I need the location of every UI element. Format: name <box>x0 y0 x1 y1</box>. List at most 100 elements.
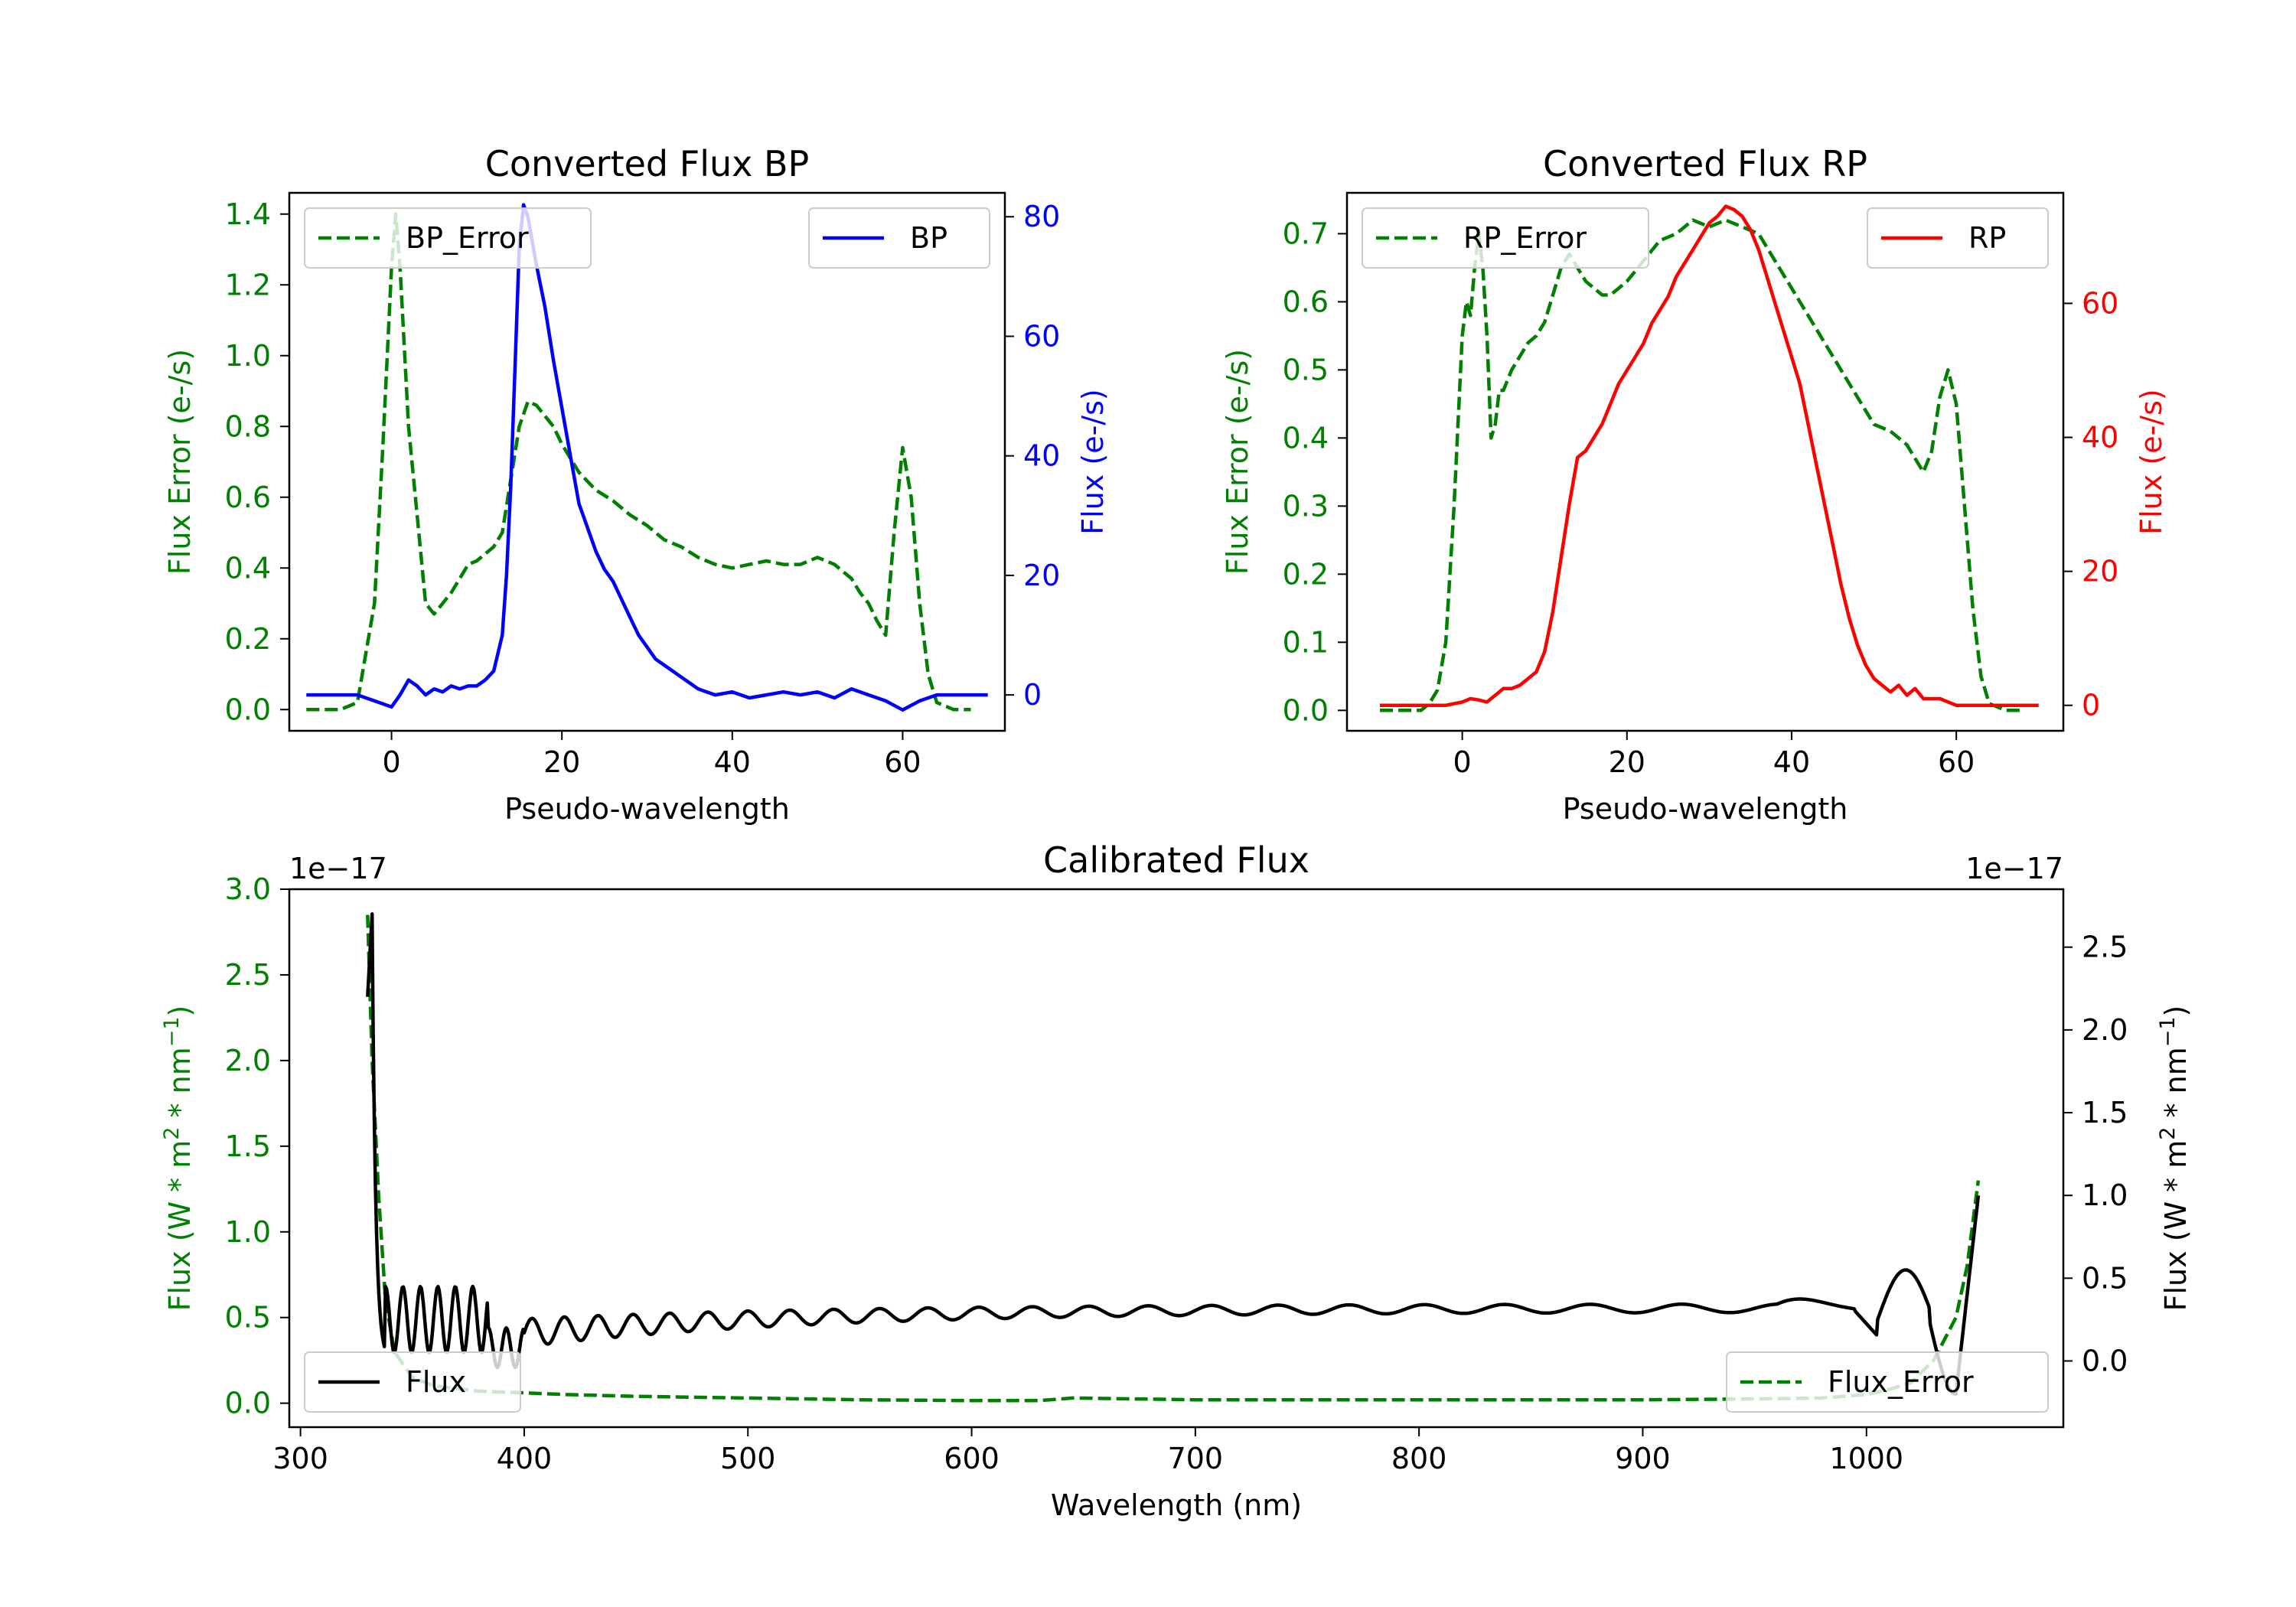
legend-frame <box>1726 1351 2049 1413</box>
right-y-tick-label: 20 <box>2082 555 2118 588</box>
panel-converted-flux-bp: 0 20 40 60 Pseudo-wavelength 0.0 0.2 0.4 0.6 0.8 1… <box>163 143 1110 826</box>
ylabel-segment: ) <box>2159 1006 2193 1017</box>
right-y-axis-label: Flux (e-/s) <box>2135 389 2168 534</box>
right-y-axis-label: Flux (e-/s) <box>1076 389 1110 534</box>
left-y-tick-label: 1.2 <box>225 268 271 302</box>
x-tick-label: 0 <box>382 745 400 779</box>
legend-frame <box>304 207 592 269</box>
ylabel-segment: * nm <box>163 1047 197 1126</box>
x-tick-label: 400 <box>497 1442 553 1475</box>
right-offset-label: 1e−17 <box>1965 852 2063 885</box>
right-y-tick-label: 60 <box>2082 286 2118 320</box>
ylabel-superscript: −1 <box>160 1016 184 1047</box>
left-y-tick-label: 0.0 <box>225 693 271 726</box>
right-y-tick-label: 2.5 <box>2082 931 2128 964</box>
x-tick-label: 60 <box>1938 745 1975 779</box>
right-y-tick-label: 1.0 <box>2082 1178 2128 1212</box>
right-y-tick-label: 40 <box>1023 439 1060 473</box>
chart-title: Converted Flux RP <box>1543 143 1867 184</box>
right-y-axis-label: Flux (W * m2 * nm−1) <box>2156 1006 2193 1312</box>
left-y-tick-label: 1.5 <box>225 1129 271 1163</box>
x-tick-label: 1000 <box>1829 1442 1903 1475</box>
right-y-tick-label: 40 <box>2082 421 2118 455</box>
left-y-tick-label: 2.5 <box>225 958 271 992</box>
left-offset-label: 1e−17 <box>289 852 387 885</box>
right-y-tick-label: 1.5 <box>2082 1096 2128 1129</box>
series-line-flux <box>366 912 1981 1396</box>
ylabel-segment: Flux (W * m <box>2159 1140 2193 1312</box>
converted-flux-bp-legend-bp: BP <box>808 207 990 269</box>
x-tick-label: 40 <box>1773 745 1810 779</box>
legend-label: Flux <box>406 1365 466 1399</box>
left-y-axis-label: Flux Error (e-/s) <box>163 349 197 575</box>
ylabel-segment: ) <box>163 1006 197 1017</box>
panel-converted-flux-rp: 0 20 40 60 Pseudo-wavelength 0.0 0.1 0.2 0.3 0.4 0… <box>1221 143 2168 826</box>
x-axis-label: Pseudo-wavelength <box>1563 792 1848 826</box>
x-axis-label: Wavelength (nm) <box>1051 1488 1302 1522</box>
x-tick-label: 700 <box>1168 1442 1224 1475</box>
left-y-tick-label: 0.5 <box>1283 353 1329 386</box>
axes-frame <box>288 888 2065 1429</box>
ylabel-superscript: 2 <box>2156 1127 2180 1140</box>
left-y-tick-label: 1.4 <box>225 197 271 231</box>
x-tick-label: 500 <box>720 1442 776 1475</box>
x-tick-label: 20 <box>543 745 580 779</box>
ylabel-superscript: 2 <box>160 1127 184 1140</box>
left-y-tick-label: 0.6 <box>1283 285 1329 318</box>
left-y-tick-label: 0.1 <box>1283 625 1329 659</box>
converted-flux-rp-legend-rp: RP <box>1867 207 2049 269</box>
legend-frame <box>304 1351 521 1413</box>
right-y-tick-label: 0.0 <box>2082 1344 2128 1377</box>
legend-frame <box>808 207 990 269</box>
x-tick-label: 40 <box>714 745 751 779</box>
left-y-tick-label: 0.2 <box>225 622 271 656</box>
left-y-axis-label: Flux Error (e-/s) <box>1221 349 1254 575</box>
legend-frame <box>1362 207 1649 269</box>
x-tick-label: 0 <box>1453 745 1472 779</box>
panel-calibrated-flux: 300 400 500 600 700 800 900 1000 Wavelength (nm)… <box>160 839 2193 1522</box>
left-y-tick-label: 2.0 <box>225 1044 271 1077</box>
left-y-tick-label: 0.0 <box>1283 693 1329 727</box>
right-y-tick-label: 60 <box>1023 319 1060 353</box>
x-tick-label: 300 <box>272 1442 328 1475</box>
ylabel-segment: Flux (W * m <box>163 1140 197 1312</box>
x-axis-label: Pseudo-wavelength <box>504 792 790 826</box>
right-y-tick-label: 0.5 <box>2082 1261 2128 1295</box>
right-y-tick-label: 0 <box>1023 678 1042 712</box>
right-y-tick-label: 2.0 <box>2082 1013 2128 1047</box>
x-tick-label: 600 <box>944 1442 1000 1475</box>
chart-title: Calibrated Flux <box>1043 839 1309 881</box>
left-y-tick-label: 1.0 <box>225 1215 271 1249</box>
x-tick-label: 800 <box>1391 1442 1447 1475</box>
left-y-tick-label: 0.3 <box>1283 489 1329 523</box>
x-tick-label: 60 <box>884 745 921 779</box>
series-line-bp <box>306 203 988 712</box>
calibrated-flux-legend-flux-error: Flux_Error <box>1726 1351 2049 1413</box>
x-tick-label: 20 <box>1609 745 1645 779</box>
left-y-tick-label: 3.0 <box>225 872 271 906</box>
right-y-tick-label: 0 <box>2082 689 2100 722</box>
series-line-bp-error <box>306 212 971 712</box>
legend-label: RP <box>1968 221 2006 255</box>
series-line-rp <box>1380 204 2039 707</box>
left-y-tick-label: 0.8 <box>225 409 271 443</box>
left-y-tick-label: 0.4 <box>1283 421 1329 455</box>
chart-title: Converted Flux BP <box>485 143 810 184</box>
ylabel-superscript: −1 <box>2156 1016 2180 1047</box>
left-y-tick-label: 0.2 <box>1283 557 1329 591</box>
converted-flux-bp-legend-bp-error: BP_Error <box>304 207 592 269</box>
legend-label: BP <box>910 221 947 255</box>
left-y-tick-label: 1.0 <box>225 339 271 373</box>
right-y-tick-label: 20 <box>1023 559 1060 592</box>
legend-frame <box>1867 207 2049 269</box>
left-y-axis-label: Flux (W * m2 * nm−1) <box>160 1006 197 1312</box>
x-tick-label: 900 <box>1615 1442 1671 1475</box>
calibrated-flux-legend-flux: Flux <box>304 1351 521 1413</box>
axes-frame <box>1345 191 2065 732</box>
axes-frame <box>288 191 1006 732</box>
series-group <box>306 203 988 712</box>
left-y-tick-label: 0.4 <box>225 551 271 585</box>
ylabel-segment: * nm <box>2159 1047 2193 1126</box>
right-y-tick-label: 80 <box>1023 200 1060 233</box>
